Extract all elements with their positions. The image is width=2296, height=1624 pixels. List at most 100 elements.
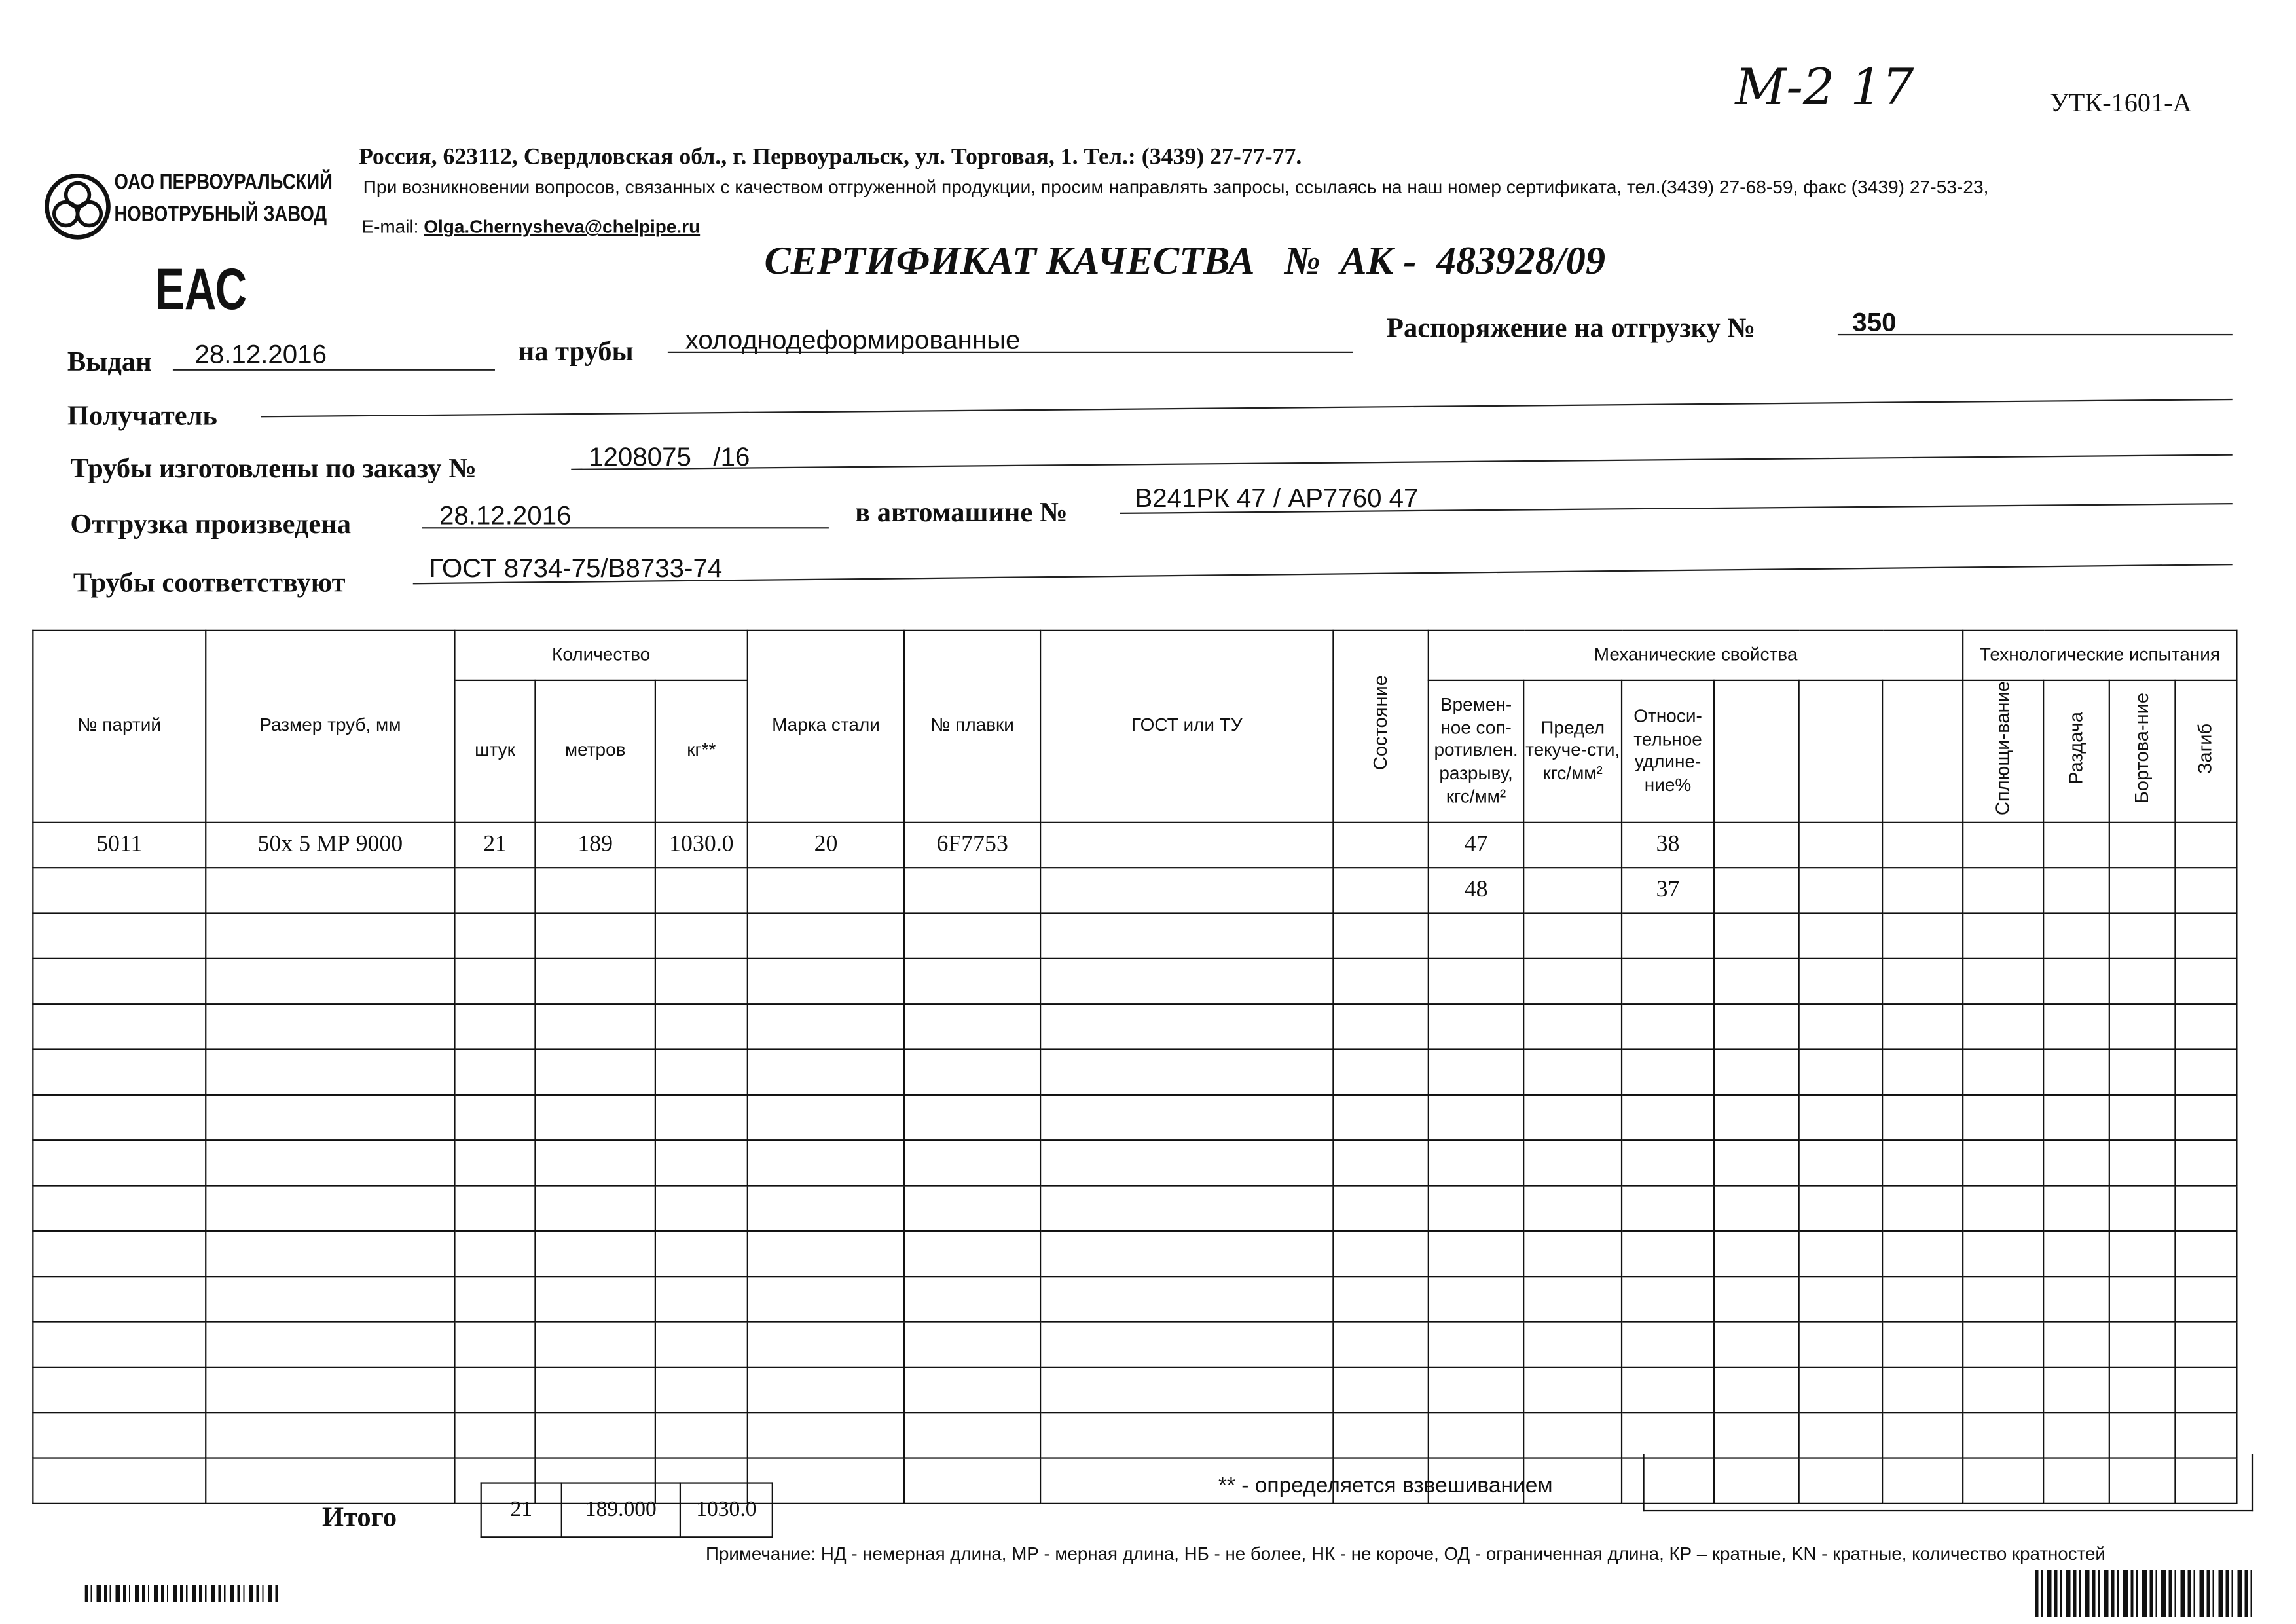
cell-expand <box>2043 1003 2111 1051</box>
email-row: E-mail: Olga.Chernysheva@chelpipe.ru <box>361 217 700 239</box>
cell-flatten <box>1962 1230 2045 1278</box>
cell-m4 <box>1713 1049 1800 1096</box>
header-flatten: Сплющи-вание <box>1962 679 2045 824</box>
header-bend: Загиб <box>2174 679 2238 824</box>
cell-flange <box>2108 1094 2176 1142</box>
cell-gost <box>1040 1230 1334 1278</box>
cell-tensile <box>1427 1003 1525 1051</box>
cell-tensile: 47 <box>1427 822 1525 870</box>
cell-kg <box>654 1276 748 1323</box>
cell-elong: 37 <box>1620 867 1715 915</box>
email-link[interactable]: Olga.Chernysheva@chelpipe.ru <box>424 217 701 238</box>
cell-heat: 6F7753 <box>903 822 1042 870</box>
cell-m4 <box>1713 1185 1800 1232</box>
cell-kg <box>654 1094 748 1142</box>
cell-bend <box>2174 1094 2238 1142</box>
cell-pcs <box>454 1276 536 1323</box>
total-meters: 189.000 <box>560 1482 682 1538</box>
cell-m5 <box>1798 867 1884 915</box>
cell-yield <box>1523 913 1623 960</box>
pipes-value: холоднодеформированные <box>685 325 1021 355</box>
cell-m4 <box>1713 1276 1800 1323</box>
cell-m4 <box>1713 1094 1800 1142</box>
header-tensile: Времен-ное соп-ротивлен. разрыву, кгс/мм… <box>1427 679 1525 824</box>
note: Примечание: НД - немерная длина, МР - ме… <box>706 1543 2105 1564</box>
cell-tensile <box>1427 1230 1525 1278</box>
cell-elong <box>1620 1094 1715 1142</box>
cell-heat <box>903 1003 1042 1051</box>
cell-size <box>205 1049 456 1096</box>
cell-m5 <box>1798 1003 1884 1051</box>
cell-elong <box>1620 1185 1715 1232</box>
cell-heat <box>903 1458 1042 1505</box>
cell-gost <box>1040 1094 1334 1142</box>
cell-kg <box>654 1367 748 1414</box>
cell-bend <box>2174 1185 2238 1232</box>
cell-bend <box>2174 867 2238 915</box>
cell-yield <box>1523 1230 1623 1278</box>
cell-kg <box>654 867 748 915</box>
cell-batch <box>32 1049 207 1096</box>
cell-expand <box>2043 913 2111 960</box>
cell-expand <box>2043 1367 2111 1414</box>
total-kg: 1030.0 <box>679 1482 773 1538</box>
cell-flange <box>2108 1139 2176 1187</box>
cell-m6 <box>1882 1367 1964 1414</box>
cell-steel <box>746 1230 905 1278</box>
cell-pcs <box>454 1003 536 1051</box>
cell-m5 <box>1798 1276 1884 1323</box>
header-kg: кг** <box>654 679 748 824</box>
cell-expand <box>2043 1276 2111 1323</box>
barcode-left <box>84 1585 278 1602</box>
cell-tensile <box>1427 958 1525 1006</box>
issued-value: 28.12.2016 <box>194 339 327 369</box>
header-steel: Марка стали <box>746 629 905 824</box>
cell-m6 <box>1882 1458 1964 1505</box>
cell-state <box>1332 1412 1429 1460</box>
cell-flange <box>2108 1276 2176 1323</box>
cell-heat <box>903 1185 1042 1232</box>
cell-m5 <box>1798 1412 1884 1460</box>
cell-m4 <box>1713 1321 1800 1369</box>
cell-batch <box>32 1185 207 1232</box>
cell-m5 <box>1798 1321 1884 1369</box>
conform-label: Трубы соответствуют <box>73 568 346 599</box>
cell-m4 <box>1713 1003 1800 1051</box>
eac-mark: ЕАС <box>155 257 247 323</box>
cell-yield <box>1523 822 1623 870</box>
cell-m6 <box>1882 1049 1964 1096</box>
cell-tensile <box>1427 1185 1525 1232</box>
contact-note: При возникновении вопросов, связанных с … <box>363 177 1989 198</box>
cell-tensile <box>1427 1321 1525 1369</box>
cell-m4 <box>1713 822 1800 870</box>
cell-pcs <box>454 1094 536 1142</box>
table-row: 5011 50х 5 МР 9000 21 189 1030.0 20 6F7753 47 38 <box>32 822 2238 870</box>
cell-steel <box>746 1185 905 1232</box>
table-row <box>32 1458 2238 1505</box>
cell-batch <box>32 1367 207 1414</box>
cell-meters <box>534 913 656 960</box>
cell-elong <box>1620 958 1715 1006</box>
cell-bend <box>2174 1412 2238 1460</box>
cell-steel <box>746 1458 905 1505</box>
cell-steel <box>746 1367 905 1414</box>
table-row <box>32 1321 2238 1369</box>
cell-m6 <box>1882 822 1964 870</box>
cell-heat <box>903 1230 1042 1278</box>
cell-heat <box>903 1276 1042 1323</box>
table-row <box>32 1049 2238 1096</box>
cell-bend <box>2174 1276 2238 1323</box>
cell-meters <box>534 1185 656 1232</box>
cell-size <box>205 1367 456 1414</box>
cell-tensile <box>1427 1139 1525 1187</box>
cell-yield <box>1523 1094 1623 1142</box>
cell-flange <box>2108 822 2176 870</box>
recipient-label: Получатель <box>67 401 217 432</box>
logo-line1: ОАО ПЕРВОУРАЛЬСКИЙ <box>114 170 333 195</box>
cell-batch <box>32 867 207 915</box>
cell-batch <box>32 1412 207 1460</box>
cell-heat <box>903 1094 1042 1142</box>
cell-tensile <box>1427 1049 1525 1096</box>
cell-batch: 5011 <box>32 822 207 870</box>
cell-state <box>1332 1003 1429 1051</box>
